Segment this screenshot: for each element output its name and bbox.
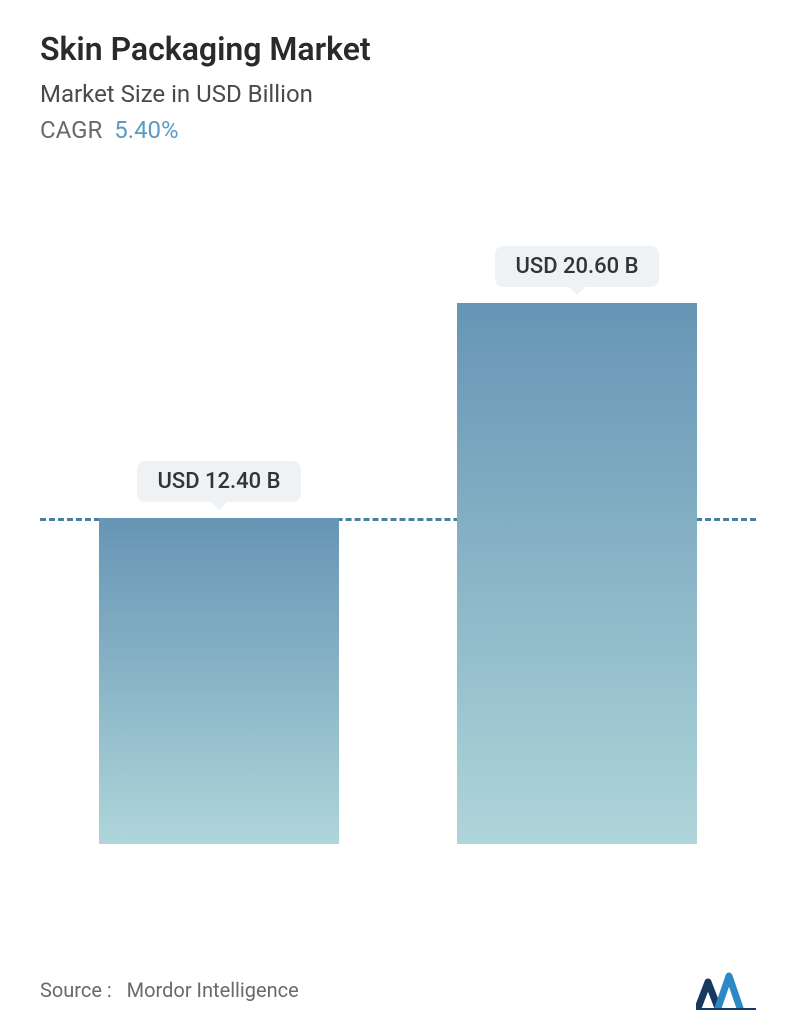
chart-subtitle: Market Size in USD Billion — [40, 80, 756, 108]
source-text: Source : Mordor Intelligence — [40, 978, 299, 1002]
cagr-label: CAGR — [40, 116, 102, 144]
cagr-line: CAGR 5.40% — [40, 116, 756, 144]
bar — [99, 518, 339, 844]
logo-icon — [696, 970, 756, 1010]
bars-wrapper: USD 12.40 B2024 USD 20.60 B2029 — [40, 204, 756, 844]
chart-container: Skin Packaging Market Market Size in USD… — [0, 0, 796, 1034]
value-badge: USD 20.60 B — [495, 246, 658, 287]
bar-group: USD 20.60 B2029 — [437, 246, 717, 844]
source-value: Mordor Intelligence — [127, 978, 299, 1002]
cagr-value: 5.40% — [114, 116, 178, 144]
bar-group: USD 12.40 B2024 — [79, 461, 359, 844]
value-badge: USD 12.40 B — [137, 461, 300, 502]
bar — [457, 303, 697, 844]
brand-logo — [696, 970, 756, 1010]
source-label: Source : — [40, 978, 112, 1002]
chart-area: USD 12.40 B2024 USD 20.60 B2029 — [40, 204, 756, 904]
footer: Source : Mordor Intelligence — [40, 970, 756, 1010]
chart-title: Skin Packaging Market — [40, 30, 756, 68]
